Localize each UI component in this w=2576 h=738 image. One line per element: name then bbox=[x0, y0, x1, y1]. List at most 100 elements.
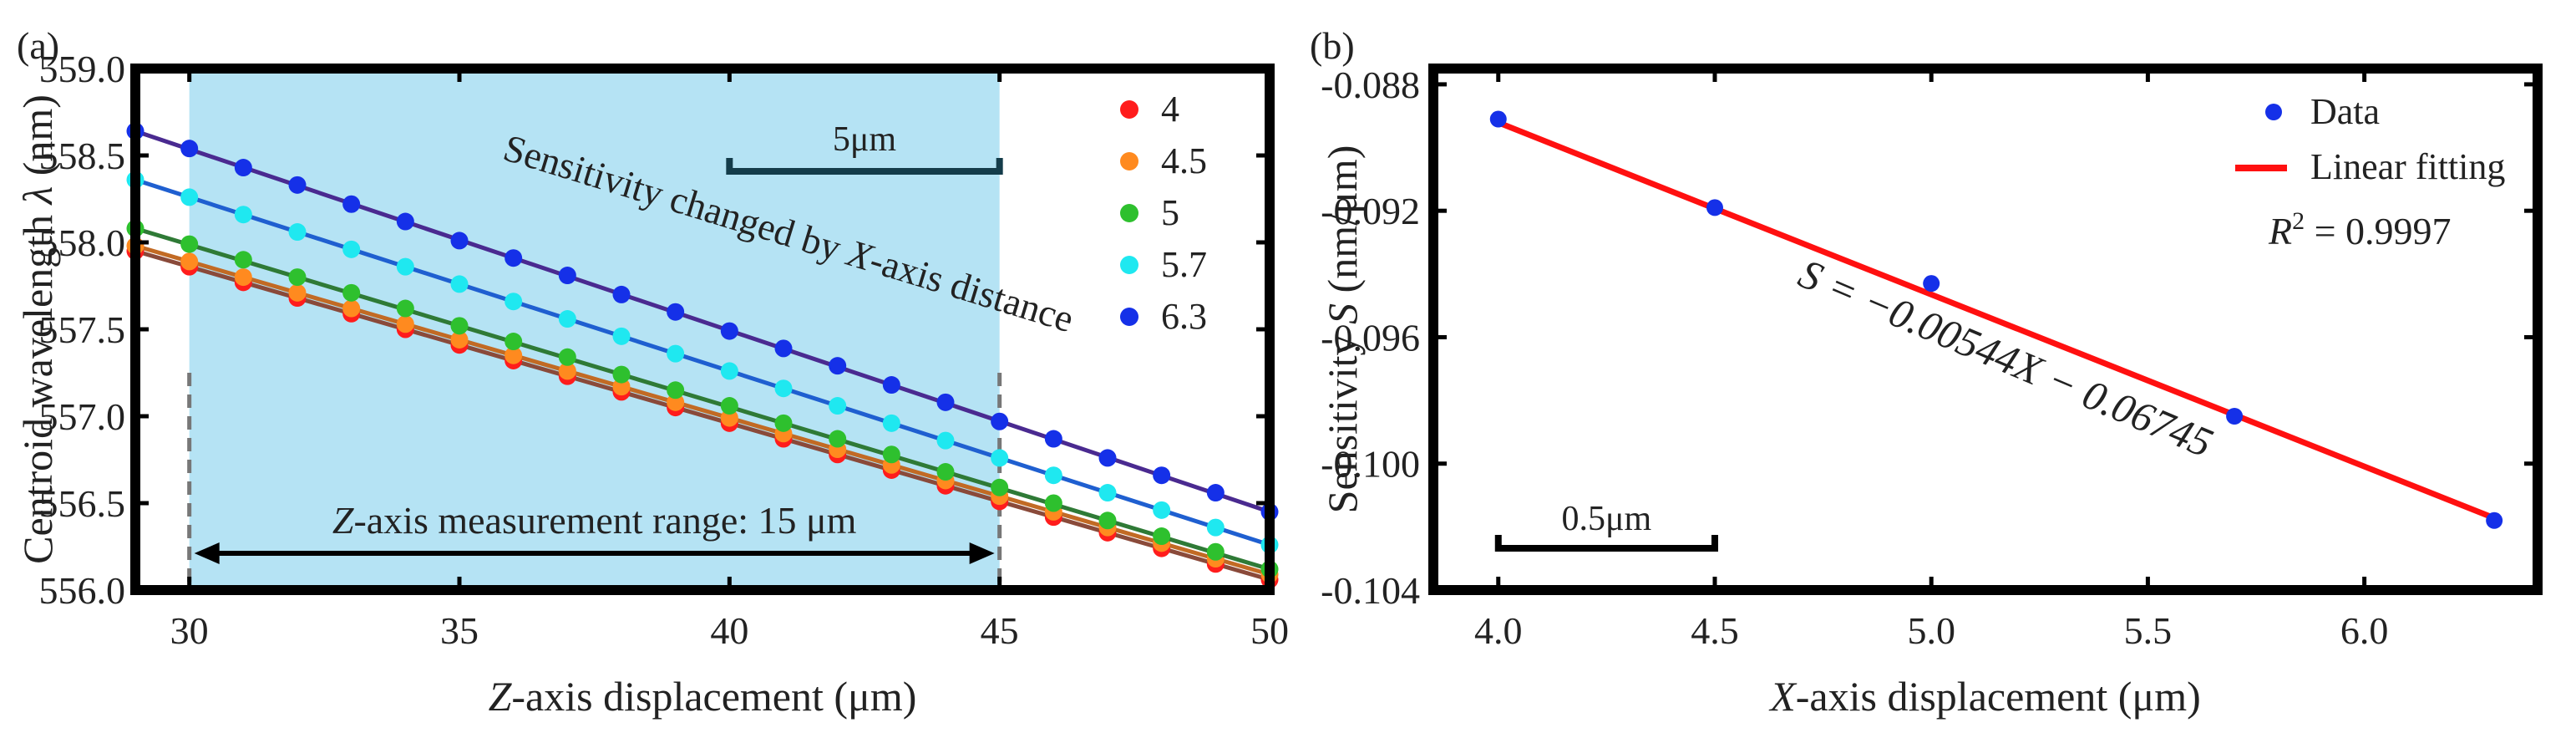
point-a-2-1 bbox=[180, 235, 199, 253]
point-a-3-17 bbox=[1044, 466, 1062, 485]
x-tick-label-b-4: 6.0 bbox=[2340, 609, 2389, 652]
point-a-1-1 bbox=[180, 252, 199, 271]
point-a-3-9 bbox=[612, 327, 631, 345]
point-a-1-7 bbox=[505, 346, 523, 364]
x-tick-label-a-1: 35 bbox=[440, 609, 479, 652]
point-a-2-16 bbox=[991, 478, 1009, 496]
point-a-4-3 bbox=[288, 176, 307, 194]
point-a-4-17 bbox=[1044, 430, 1062, 448]
point-a-3-7 bbox=[505, 293, 523, 311]
fit-line-a-0 bbox=[134, 248, 1270, 582]
legend-label-a-2: 5 bbox=[1161, 192, 1179, 233]
y-tick-label-b-4: -0.104 bbox=[1321, 569, 1420, 612]
point-a-2-9 bbox=[612, 365, 631, 384]
y-tick-label-b-0: -0.088 bbox=[1321, 64, 1420, 106]
point-a-3-10 bbox=[667, 344, 685, 363]
linear-fit-line bbox=[1497, 120, 2496, 522]
point-a-2-7 bbox=[505, 333, 523, 351]
x-tick-label-a-2: 40 bbox=[710, 609, 748, 652]
point-a-4-8 bbox=[558, 267, 576, 285]
point-a-4-6 bbox=[450, 232, 469, 250]
point-a-4-15 bbox=[936, 393, 955, 411]
scale-bar-a-label: 5μm bbox=[833, 120, 897, 159]
y-tick-label-a-6: 559.0 bbox=[39, 48, 126, 90]
point-a-3-19 bbox=[1153, 501, 1171, 519]
x-tick-label-b-1: 4.5 bbox=[1691, 609, 1739, 652]
point-a-4-20 bbox=[1206, 484, 1225, 502]
point-a-2-6 bbox=[450, 317, 469, 335]
point-a-2-15 bbox=[936, 463, 955, 481]
y-axis-label-a: Centroid wavelength λ (nm) bbox=[14, 94, 61, 564]
point-a-3-6 bbox=[450, 275, 469, 293]
point-a-2-10 bbox=[667, 381, 685, 400]
x-tick-label-a-0: 30 bbox=[170, 609, 209, 652]
y-tick-label-a-3: 557.5 bbox=[39, 308, 126, 351]
point-a-3-13 bbox=[829, 397, 847, 415]
data-point-b-3 bbox=[2226, 408, 2244, 425]
fit-line-a-3 bbox=[134, 177, 1270, 547]
point-a-4-16 bbox=[991, 412, 1009, 430]
point-a-2-4 bbox=[342, 283, 361, 302]
point-a-1-4 bbox=[342, 299, 361, 318]
x-tick-label-b-3: 5.5 bbox=[2124, 609, 2173, 652]
x-axis-label-a: Z-axis displacement (μm) bbox=[489, 673, 917, 720]
legend-marker-a-1 bbox=[1120, 152, 1138, 171]
point-a-3-1 bbox=[180, 188, 199, 206]
point-a-3-18 bbox=[1098, 484, 1117, 502]
point-a-4-7 bbox=[505, 249, 523, 267]
data-point-b-2 bbox=[1923, 275, 1940, 293]
point-a-3-14 bbox=[882, 414, 900, 432]
legend-marker-data bbox=[2265, 104, 2282, 120]
y-tick-label-a-2: 557.0 bbox=[39, 395, 126, 438]
legend-label-a-3: 5.7 bbox=[1161, 244, 1207, 285]
point-a-4-2 bbox=[234, 159, 252, 177]
point-a-2-18 bbox=[1098, 512, 1117, 530]
point-a-1-11 bbox=[720, 409, 738, 427]
data-point-b-4 bbox=[2486, 512, 2503, 529]
r-squared-label: R2 = 0.9997 bbox=[2268, 207, 2452, 252]
point-a-4-1 bbox=[180, 140, 199, 158]
fit-line-a-2 bbox=[134, 226, 1270, 572]
panel-a-label: (a) bbox=[17, 24, 59, 67]
legend-label-a-4: 6.3 bbox=[1161, 296, 1207, 337]
point-a-1-2 bbox=[234, 268, 252, 287]
legend-label-fit: Linear fitting bbox=[2310, 146, 2505, 187]
legend-label-a-1: 4.5 bbox=[1161, 140, 1207, 181]
x-tick-label-b-0: 4.0 bbox=[1474, 609, 1523, 652]
point-a-2-5 bbox=[396, 299, 414, 318]
point-a-1-10 bbox=[667, 393, 685, 411]
point-a-2-3 bbox=[288, 268, 307, 287]
y-tick-label-a-0: 556.0 bbox=[39, 569, 126, 612]
y-tick-label-a-5: 558.5 bbox=[39, 135, 126, 177]
point-a-3-2 bbox=[234, 206, 252, 224]
point-a-1-8 bbox=[558, 362, 576, 380]
point-a-2-17 bbox=[1044, 494, 1062, 512]
legend-marker-a-0 bbox=[1120, 100, 1138, 119]
point-a-3-5 bbox=[396, 257, 414, 276]
legend-marker-a-4 bbox=[1120, 308, 1138, 326]
y-tick-label-b-3: -0.100 bbox=[1321, 443, 1420, 486]
scale-bar-b-label: 0.5μm bbox=[1562, 500, 1652, 538]
point-a-4-12 bbox=[774, 339, 793, 358]
point-a-4-9 bbox=[612, 285, 631, 303]
axes-frame-b bbox=[1428, 64, 2543, 595]
point-a-2-14 bbox=[882, 445, 900, 464]
point-a-3-16 bbox=[991, 449, 1009, 467]
y-tick-label-a-4: 558.0 bbox=[39, 221, 126, 264]
point-a-4-19 bbox=[1153, 466, 1171, 485]
series-a-6-3 bbox=[126, 122, 1279, 521]
series-a-5-7 bbox=[126, 171, 1279, 554]
fit-equation: S = −0.00544X − 0.06745 bbox=[1793, 250, 2219, 466]
point-a-3-11 bbox=[720, 362, 738, 380]
point-a-2-2 bbox=[234, 251, 252, 269]
point-a-1-5 bbox=[396, 315, 414, 333]
legend-marker-a-3 bbox=[1120, 256, 1138, 274]
y-tick-label-b-1: -0.092 bbox=[1321, 190, 1420, 232]
point-a-1-6 bbox=[450, 330, 469, 349]
y-tick-label-a-1: 556.5 bbox=[39, 482, 126, 525]
point-a-4-5 bbox=[396, 212, 414, 231]
range-arrow-left-head bbox=[194, 542, 220, 564]
x-axis-label-b: X-axis displacement (μm) bbox=[1768, 673, 2201, 720]
point-a-3-3 bbox=[288, 223, 307, 242]
legend-label-a-0: 4 bbox=[1161, 89, 1179, 130]
